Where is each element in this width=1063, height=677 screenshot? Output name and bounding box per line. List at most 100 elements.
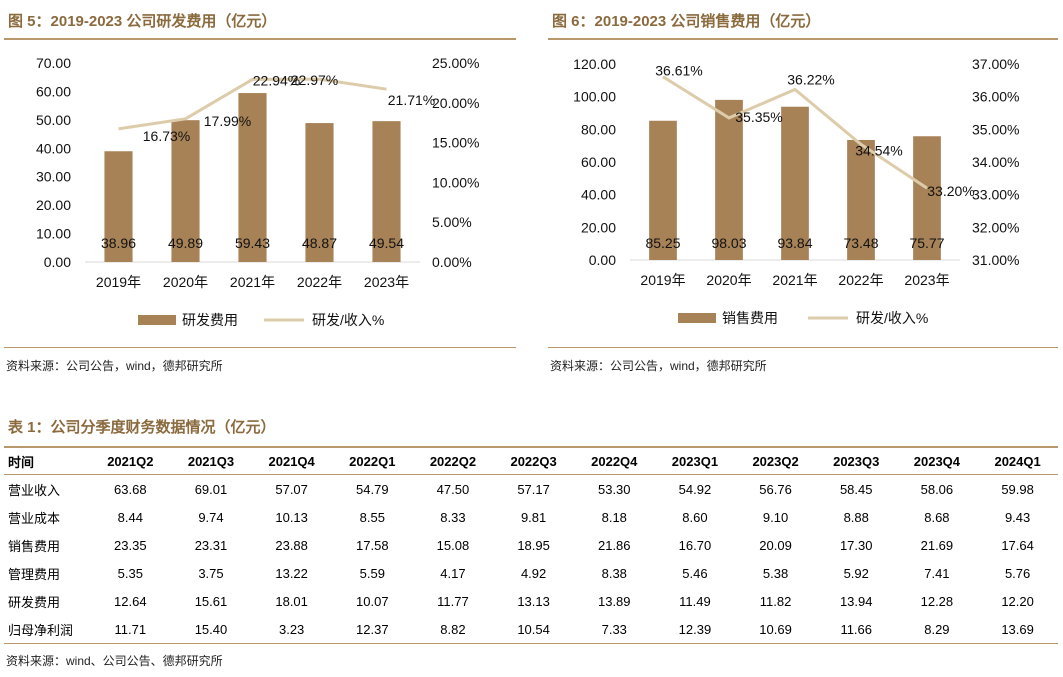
table-cell: 15.40 (194, 621, 228, 637)
fig5-y-left-tick: 10.00 (36, 226, 71, 242)
fig6-x-tick: 2019年 (640, 272, 685, 288)
table-row: 管理费用 5.35 3.75 13.22 5.59 4.17 4.92 8.38 5.46 5.3… (4, 559, 1058, 587)
table-row-label: 管理费用 (8, 566, 61, 582)
table-header-quarter: 2024Q1 (994, 453, 1041, 469)
table-header-time: 时间 (8, 454, 35, 470)
table-cell: 11.66 (840, 621, 873, 637)
fig5-top-rule (4, 38, 516, 40)
fig5-bar-label: 49.89 (168, 235, 203, 251)
table-cell: 23.31 (194, 537, 228, 553)
table-header-quarter: 2022Q1 (349, 453, 396, 469)
table-cell: 23.35 (114, 537, 147, 553)
fig6-y-right-tick: 32.00% (972, 219, 1019, 235)
fig6-y-right-tick: 33.00% (972, 187, 1019, 203)
table-cell: 11.82 (759, 593, 792, 609)
fig5-bar-label: 59.43 (235, 235, 270, 251)
table-cell: 9.10 (762, 509, 789, 525)
table-cell: 8.60 (682, 509, 708, 525)
fig6-line-label: 36.22% (787, 71, 834, 87)
fig6-source: 资料来源：公司公告，wind，德邦研究所 (550, 359, 767, 373)
table-cell: 17.64 (1001, 537, 1034, 553)
fig6-y-left-tick: 100.00 (573, 89, 616, 105)
fig5-y-left-tick: 30.00 (36, 169, 71, 185)
fig6-bar-label: 98.03 (711, 235, 746, 251)
fig5-line-label: 21.71% (388, 92, 435, 108)
fig5-bar-label: 48.87 (302, 235, 337, 251)
fig6-y-right-tick: 34.00% (972, 154, 1019, 170)
table-cell: 8.18 (601, 509, 627, 525)
fig6-y-left-tick: 20.00 (581, 219, 616, 235)
fig5-line-label: 16.73% (143, 128, 190, 144)
table-cell: 11.77 (437, 593, 469, 609)
table-cell: 8.68 (924, 509, 950, 525)
fig5-chart: 0.00 10.00 20.00 30.00 40.00 50.00 60.00 70.00 0… (36, 55, 480, 328)
table-cell: 18.95 (517, 537, 550, 553)
table-cell: 13.69 (1001, 621, 1034, 637)
fig6-y-right-tick: 37.00% (972, 56, 1019, 72)
table-row: 营业收入 63.68 69.01 57.07 54.79 47.50 57.17 53.30 5… (4, 475, 1058, 504)
table-cell: 17.58 (356, 537, 389, 553)
table-header-quarter: 2022Q2 (429, 453, 477, 469)
table-cell: 56.76 (759, 481, 792, 497)
fig5-x-tick: 2023年 (364, 274, 409, 290)
table-cell: 12.28 (920, 593, 954, 609)
fig5-x-tick: 2022年 (297, 274, 342, 290)
fig6-bar-label: 85.25 (645, 235, 680, 251)
table-cell: 12.64 (114, 593, 147, 609)
table-cell: 21.69 (920, 537, 954, 553)
fig5-bar (171, 120, 200, 262)
fig6-line-label: 33.20% (927, 183, 974, 199)
table-cell: 10.69 (759, 621, 792, 637)
table-cell: 7.33 (601, 621, 627, 637)
table-cell: 11.71 (114, 621, 147, 637)
fig5-bar (104, 151, 133, 262)
fig5-x-tick: 2019年 (96, 274, 141, 290)
table-cell: 7.41 (924, 565, 950, 581)
fig6-x-tick: 2023年 (904, 272, 949, 288)
fig6-ratio-line (662, 75, 928, 190)
table-cell: 15.61 (194, 593, 228, 609)
table-cell: 5.35 (117, 565, 143, 581)
table-row: 归母净利润 11.71 15.40 3.23 12.37 8.82 10.54 7.33 12.… (4, 615, 1058, 644)
fig6-x-tick: 2022年 (838, 272, 883, 288)
fig6-x-tick: 2021年 (772, 272, 817, 288)
fig5-y-right-tick: 10.00% (432, 174, 479, 190)
fig6-y-right-tick: 36.00% (972, 89, 1019, 105)
table-cell: 8.82 (440, 621, 466, 637)
fig6-bar (781, 106, 809, 260)
table-cell: 8.29 (924, 621, 950, 637)
fig6-x-tick: 2020年 (706, 272, 751, 288)
table-cell: 8.55 (359, 509, 385, 525)
table-cell: 53.30 (597, 481, 631, 497)
fig6-legend-bar-swatch (678, 313, 716, 323)
fig5-y-left-tick: 60.00 (36, 83, 71, 99)
fig5-y-left-tick: 70.00 (36, 55, 71, 71)
fig5-legend-bar-swatch (138, 315, 176, 325)
table-cell: 8.38 (601, 565, 627, 581)
table-header-quarter: 2021Q3 (187, 453, 235, 469)
table-cell: 8.44 (117, 509, 143, 525)
fig5-bottom-rule (4, 347, 516, 348)
table-cell: 57.17 (517, 481, 550, 497)
fig5-x-tick: 2021年 (230, 274, 275, 290)
table-cell: 18.01 (275, 593, 308, 609)
table1-title: 表 1：公司分季度财务数据情况（亿元） (8, 419, 276, 436)
fig6-legend-bar-label: 销售费用 (722, 310, 778, 326)
fig6-y-left-tick: 60.00 (581, 154, 616, 170)
fig6-bar (847, 139, 875, 260)
fig5-y-left-tick: 40.00 (36, 140, 71, 156)
table-cell: 10.13 (275, 509, 308, 525)
fig5-bar-label: 38.96 (101, 235, 136, 251)
table-cell: 9.81 (520, 509, 547, 525)
table-header-quarter: 2023Q1 (671, 453, 719, 469)
fig6-bar (913, 136, 941, 260)
fig5-title: 图 5：2019-2023 公司研发费用（亿元） (8, 13, 277, 30)
table-row: 营业成本 8.44 9.74 10.13 8.55 8.33 9.81 8.18 8.60 9.1… (4, 503, 1058, 531)
fig6-chart: 0.00 20.00 40.00 60.00 80.00 100.00 120.00 31.0… (573, 56, 1019, 326)
fig5-y-right-tick: 15.00% (432, 135, 479, 151)
fig5-y-left-tick: 50.00 (36, 112, 71, 128)
fig6-title: 图 6：2019-2023 公司销售费用（亿元） (552, 13, 821, 30)
fig5-line-label: 22.94% (253, 72, 300, 88)
fig6-y-left-tick: 40.00 (581, 187, 616, 203)
table-cell: 47.50 (436, 481, 470, 497)
